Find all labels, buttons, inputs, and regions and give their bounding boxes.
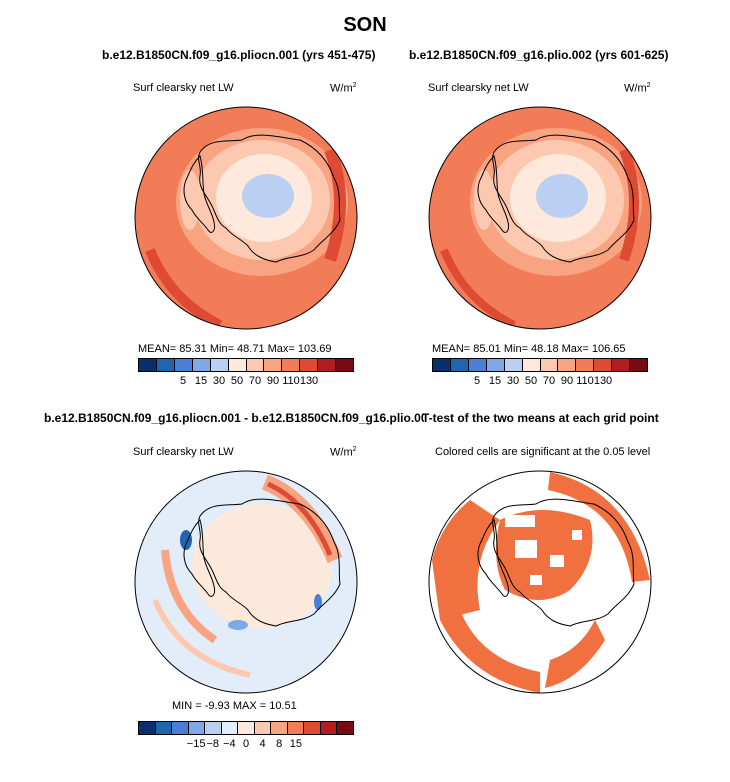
colorbar-box: [228, 359, 247, 371]
panel4-map-group: [428, 470, 652, 694]
colorbar-box: [337, 722, 353, 734]
panel3-variable-label: Surf clearsky net LW: [133, 446, 234, 458]
panel2-colorbar-ticks: 5 15 30 50 70 90 110 130: [432, 375, 648, 389]
colorbar-tick-label: 70: [248, 375, 262, 387]
colorbar-box: [188, 722, 206, 734]
colorbar-tick-label: −8: [206, 738, 220, 750]
panel1-map-group: [134, 106, 358, 330]
colorbar-box: [139, 722, 156, 734]
colorbar-tick-label: 110: [576, 375, 594, 387]
figure-title: SON: [343, 14, 387, 36]
colorbar-box: [139, 359, 157, 371]
panel3-stats: MIN = -9.93 MAX = 10.51: [172, 700, 297, 712]
colorbar-box: [318, 359, 337, 371]
colorbar-box: [156, 359, 175, 371]
colorbar-box: [192, 359, 211, 371]
colorbar-box: [300, 359, 319, 371]
colorbar-box: [630, 359, 648, 371]
colorbar-tick-label: 70: [542, 375, 556, 387]
colorbar-box: [576, 359, 595, 371]
panel3-colorbar-ticks: −15 −8 −4 0 4 8 15: [138, 738, 354, 752]
panel1-colorbar: [138, 358, 354, 372]
colorbar-tick-label: 5: [179, 375, 187, 387]
panel3-map-group: [134, 470, 358, 694]
panel2-map-group: [428, 106, 652, 330]
colorbar-tick-label: 90: [266, 375, 280, 387]
panel1-stats: MEAN= 85.31 Min= 48.71 Max= 103.69: [138, 343, 332, 355]
colorbar-box: [450, 359, 469, 371]
colorbar-tick-label: 50: [524, 375, 538, 387]
colorbar-box: [210, 359, 229, 371]
colorbar-box: [540, 359, 559, 371]
colorbar-box: [246, 359, 265, 371]
colorbar-box: [254, 722, 272, 734]
colorbar-box: [504, 359, 523, 371]
panel2-units: W/m2: [624, 82, 651, 95]
panel1-variable-label: Surf clearsky net LW: [133, 82, 234, 94]
colorbar-box: [238, 722, 255, 734]
colorbar-tick-label: 30: [506, 375, 520, 387]
panel3-colorbar: [138, 721, 354, 735]
colorbar-box: [522, 359, 541, 371]
colorbar-box: [304, 722, 321, 734]
colorbar-tick-label: 15: [194, 375, 208, 387]
panel1-units: W/m2: [330, 82, 357, 95]
colorbar-box: [594, 359, 613, 371]
colorbar-tick-label: −15: [186, 738, 206, 750]
colorbar-box: [612, 359, 631, 371]
colorbar-box: [264, 359, 283, 371]
colorbar-tick-label: −4: [223, 738, 236, 750]
colorbar-box: [486, 359, 505, 371]
colorbar-box: [221, 722, 239, 734]
panel3-title: b.e12.B1850CN.f09_g16.pliocn.001 - b.e12…: [44, 411, 424, 425]
colorbar-box: [320, 722, 338, 734]
colorbar-box: [558, 359, 577, 371]
colorbar-box: [205, 722, 222, 734]
panel2-variable-label: Surf clearsky net LW: [428, 82, 529, 94]
panel1-title: b.e12.B1850CN.f09_g16.pliocn.001 (yrs 45…: [102, 48, 376, 62]
colorbar-box: [433, 359, 451, 371]
panel1-colorbar-ticks: 5 15 30 50 70 90 110 130: [138, 375, 354, 389]
panel3-units: W/m2: [330, 446, 357, 459]
colorbar-box: [468, 359, 487, 371]
colorbar-tick-label: 15: [488, 375, 502, 387]
colorbar-box: [172, 722, 189, 734]
colorbar-tick-label: 8: [276, 738, 283, 750]
colorbar-box: [271, 722, 288, 734]
colorbar-box: [336, 359, 354, 371]
colorbar-tick-label: 90: [560, 375, 574, 387]
colorbar-tick-label: 30: [212, 375, 226, 387]
colorbar-box: [174, 359, 193, 371]
colorbar-box: [282, 359, 301, 371]
colorbar-tick-label: 130: [299, 375, 319, 387]
colorbar-tick-label: 4: [259, 738, 266, 750]
panel4-note: Colored cells are significant at the 0.0…: [435, 446, 651, 458]
colorbar-box: [155, 722, 173, 734]
colorbar-tick-label: 110: [282, 375, 300, 387]
panel2-stats: MEAN= 85.01 Min= 48.18 Max= 106.65: [432, 343, 626, 355]
panel2-title: b.e12.B1850CN.f09_g16.plio.002 (yrs 601-…: [409, 48, 669, 62]
panel4-title: T-test of the two means at each grid poi…: [422, 411, 659, 425]
colorbar-tick-label: 15: [289, 738, 302, 750]
colorbar-tick-label: 0: [242, 738, 250, 750]
colorbar-tick-label: 130: [593, 375, 613, 387]
colorbar-tick-label: 50: [230, 375, 244, 387]
colorbar-box: [287, 722, 305, 734]
colorbar-tick-label: 5: [473, 375, 481, 387]
panel2-colorbar: [432, 358, 648, 372]
